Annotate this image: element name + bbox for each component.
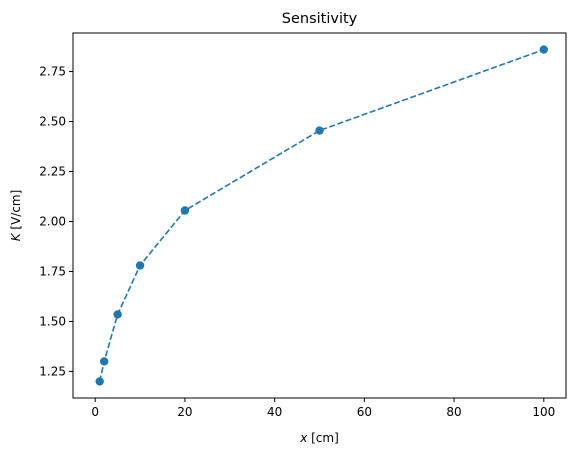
y-tick-label: 2.00 (39, 214, 66, 228)
data-point (99, 357, 109, 366)
x-tick-label: 80 (446, 405, 461, 419)
y-tick-label: 2.75 (39, 65, 66, 79)
y-tick-label: 1.25 (39, 364, 66, 378)
y-tick-label: 2.50 (39, 115, 66, 129)
axes-frame (72, 32, 567, 399)
data-point (135, 261, 145, 270)
x-tick-label: 100 (532, 405, 555, 419)
y-tick-label: 2.25 (39, 165, 66, 179)
x-tick-label: 60 (357, 405, 372, 419)
y-axis-label-var: K (9, 232, 23, 241)
x-tick-label: 20 (177, 405, 192, 419)
data-point (95, 377, 104, 386)
y-axis-label: K [V/cm] (9, 190, 23, 242)
x-axis-label-unit: [cm] (307, 431, 338, 445)
data-point (539, 45, 548, 54)
plot-area (95, 45, 548, 386)
x-axis-label: x [cm] (299, 431, 339, 445)
y-tick-label: 1.50 (39, 314, 66, 328)
y-axis-ticks: 1.25 1.50 1.75 2.00 2.25 2.50 2.75 (39, 65, 73, 378)
y-axis-label-unit: [V/cm] (9, 190, 23, 234)
x-axis-label-var: x (299, 431, 308, 445)
series-line (98, 48, 545, 382)
y-tick-label: 1.75 (39, 264, 66, 278)
data-point (315, 126, 324, 135)
x-tick-label: 40 (267, 405, 282, 419)
x-axis-ticks: 0 20 40 60 80 100 (91, 398, 555, 419)
data-point (180, 206, 190, 215)
chart-title: Sensitivity (282, 11, 358, 27)
data-point (113, 310, 122, 319)
x-tick-label: 0 (91, 405, 99, 419)
